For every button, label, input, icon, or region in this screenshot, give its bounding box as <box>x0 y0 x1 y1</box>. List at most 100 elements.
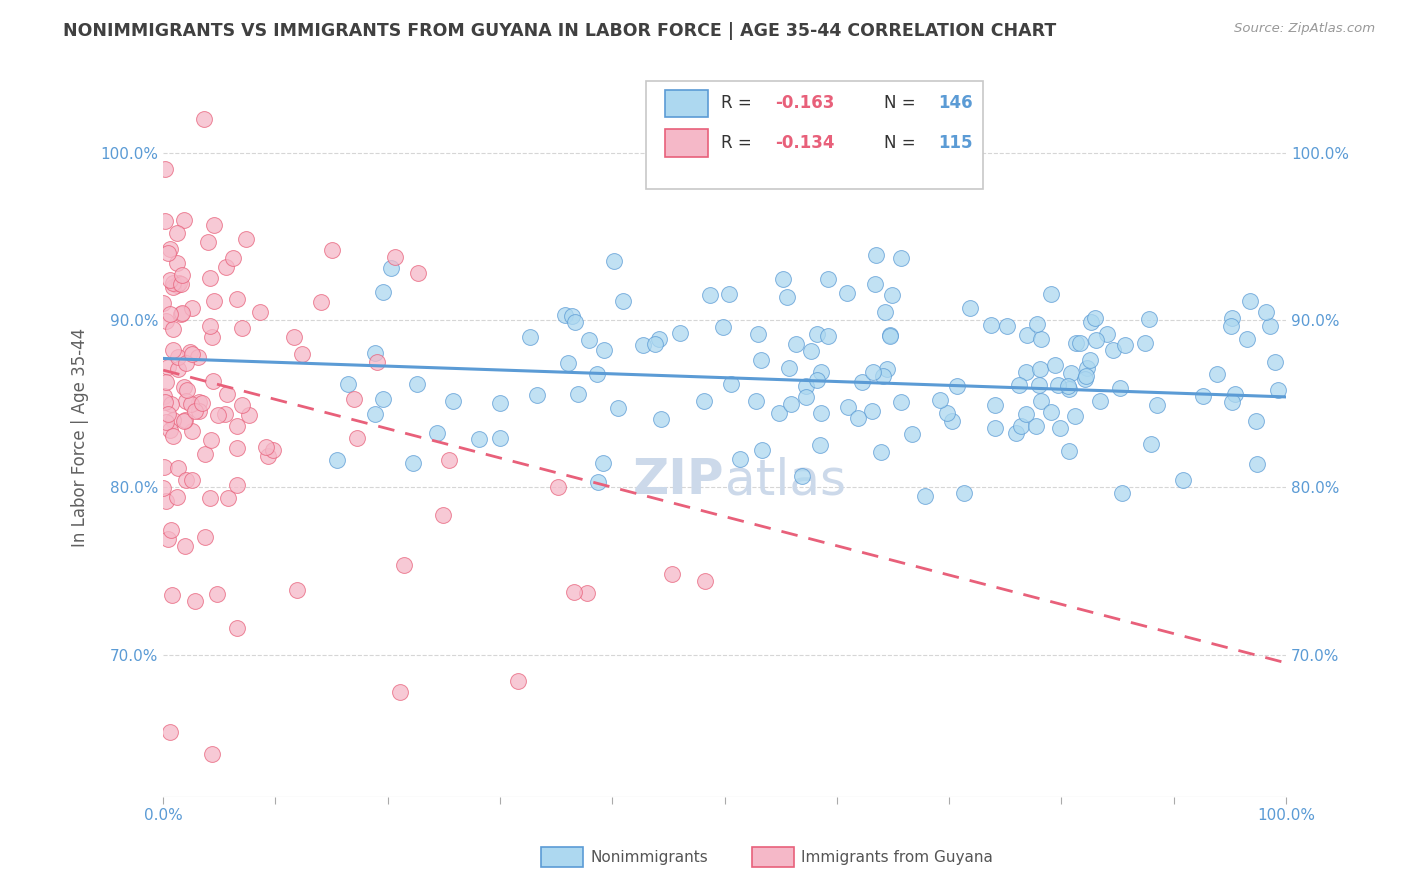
Text: N =: N = <box>884 95 921 112</box>
Point <box>1171 473 1194 487</box>
Point <box>1015 407 1038 421</box>
Point <box>602 253 624 268</box>
Text: 146: 146 <box>938 95 973 112</box>
Point <box>380 260 402 275</box>
Point <box>226 621 249 635</box>
Point <box>406 377 429 392</box>
Point <box>157 408 180 422</box>
Point <box>326 453 349 467</box>
Point <box>186 350 208 364</box>
Point <box>201 747 224 761</box>
Point <box>1015 365 1038 379</box>
Text: Immigrants from Guyana: Immigrants from Guyana <box>801 850 993 864</box>
Point <box>772 272 794 286</box>
Point <box>249 305 271 319</box>
Point <box>959 301 981 316</box>
Point <box>152 296 174 310</box>
Point <box>489 396 512 410</box>
Point <box>170 307 193 321</box>
Point <box>1078 353 1101 368</box>
Point <box>1239 293 1261 308</box>
Point <box>184 594 207 608</box>
Point <box>768 406 790 420</box>
Point <box>751 442 773 457</box>
Point <box>155 314 177 328</box>
Point <box>283 330 305 344</box>
Point <box>900 427 922 442</box>
Point <box>214 260 236 275</box>
Point <box>226 477 249 491</box>
Point <box>744 393 766 408</box>
Point <box>1004 426 1026 441</box>
Point <box>321 243 343 257</box>
Point <box>1088 394 1111 409</box>
Point <box>181 301 204 315</box>
Point <box>1074 372 1097 386</box>
Point <box>1080 315 1102 329</box>
Point <box>155 395 177 409</box>
FancyBboxPatch shape <box>665 90 707 117</box>
Point <box>1046 377 1069 392</box>
Point <box>257 449 280 463</box>
Point <box>984 398 1007 412</box>
Point <box>159 307 181 321</box>
Point <box>578 333 600 347</box>
Point <box>792 469 814 483</box>
Point <box>785 337 807 351</box>
Point <box>775 290 797 304</box>
Point <box>157 360 180 375</box>
Point <box>1267 383 1289 397</box>
Point <box>1133 336 1156 351</box>
Point <box>718 287 741 301</box>
Point <box>1264 355 1286 369</box>
Point <box>865 277 887 292</box>
Point <box>1137 312 1160 326</box>
Point <box>155 415 177 429</box>
Point <box>197 235 219 250</box>
Point <box>693 393 716 408</box>
Point <box>562 584 585 599</box>
Point <box>173 380 195 394</box>
Point <box>1140 436 1163 450</box>
Point <box>167 361 190 376</box>
Point <box>817 272 839 286</box>
Point <box>747 327 769 342</box>
Point <box>235 232 257 246</box>
Point <box>1102 343 1125 357</box>
Point <box>262 443 284 458</box>
Point <box>1258 318 1281 333</box>
Point <box>153 389 176 403</box>
Point <box>1109 382 1132 396</box>
Point <box>1191 389 1213 403</box>
Point <box>567 387 589 401</box>
Point <box>181 473 204 487</box>
Point <box>1076 361 1098 376</box>
Point <box>693 574 716 588</box>
Point <box>1026 317 1049 331</box>
Point <box>226 419 249 434</box>
Point <box>159 273 181 287</box>
Text: 115: 115 <box>938 134 973 152</box>
Point <box>214 407 236 421</box>
Point <box>526 388 548 402</box>
Point <box>799 344 821 359</box>
Point <box>1223 387 1246 401</box>
Point <box>384 250 406 264</box>
FancyBboxPatch shape <box>645 81 983 189</box>
Point <box>576 585 599 599</box>
Point <box>1029 362 1052 376</box>
Point <box>699 287 721 301</box>
Point <box>1146 398 1168 412</box>
Point <box>179 345 201 359</box>
Point <box>564 315 586 329</box>
Point <box>648 332 671 346</box>
Point <box>202 293 225 308</box>
Point <box>749 352 772 367</box>
Point <box>1076 369 1098 384</box>
Point <box>835 285 858 300</box>
Point <box>1049 421 1071 435</box>
Point <box>1064 336 1087 351</box>
Point <box>366 355 388 369</box>
Point <box>1059 382 1081 396</box>
Point <box>806 373 828 387</box>
